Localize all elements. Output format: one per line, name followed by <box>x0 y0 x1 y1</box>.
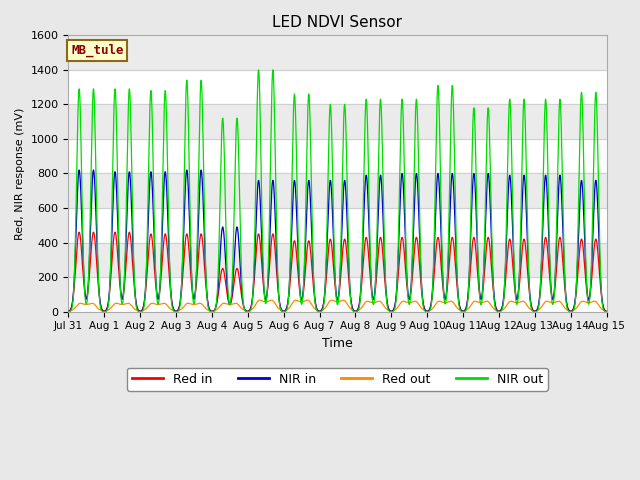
Bar <box>68 242 607 277</box>
Title: LED NDVI Sensor: LED NDVI Sensor <box>273 15 403 30</box>
Red out <box>256 297 264 303</box>
Line: Red in: Red in <box>68 232 607 312</box>
Red in <box>65 309 72 314</box>
Bar <box>68 36 607 70</box>
Red out <box>174 308 182 313</box>
Red in <box>180 262 188 267</box>
NIR in <box>266 230 274 236</box>
NIR out <box>601 308 609 314</box>
NIR out <box>603 309 611 314</box>
Text: MB_tule: MB_tule <box>71 44 124 57</box>
Line: NIR out: NIR out <box>68 70 607 312</box>
Bar <box>68 105 607 139</box>
NIR out <box>244 309 252 314</box>
Red in <box>76 229 83 235</box>
Red out <box>65 308 72 314</box>
Red out <box>266 298 274 303</box>
NIR out <box>174 308 182 314</box>
Line: Red out: Red out <box>68 300 607 311</box>
Red in <box>412 236 420 242</box>
Line: NIR in: NIR in <box>68 170 607 312</box>
NIR in <box>488 256 496 262</box>
NIR in <box>174 308 182 313</box>
Y-axis label: Red, NIR response (mV): Red, NIR response (mV) <box>15 108 25 240</box>
Red out <box>603 308 611 314</box>
Red out <box>412 299 419 304</box>
Red in <box>603 309 611 314</box>
Red out <box>488 304 496 310</box>
NIR out <box>65 309 72 314</box>
NIR out <box>412 104 420 109</box>
NIR out <box>255 67 262 73</box>
NIR in <box>65 309 72 314</box>
NIR in <box>603 309 611 314</box>
NIR in <box>180 233 188 239</box>
Red in <box>266 257 274 263</box>
Bar <box>68 173 607 208</box>
X-axis label: Time: Time <box>322 337 353 350</box>
Red in <box>244 309 252 314</box>
Red in <box>601 307 609 313</box>
NIR in <box>244 309 252 314</box>
NIR out <box>488 252 496 257</box>
NIR out <box>180 210 188 216</box>
NIR out <box>266 184 274 190</box>
Red in <box>488 275 496 280</box>
NIR in <box>412 174 420 180</box>
NIR in <box>601 308 609 313</box>
Red out <box>601 308 609 313</box>
NIR in <box>76 167 83 173</box>
Red out <box>180 304 188 310</box>
Legend: Red in, NIR in, Red out, NIR out: Red in, NIR in, Red out, NIR out <box>127 368 548 391</box>
Red in <box>174 307 182 313</box>
